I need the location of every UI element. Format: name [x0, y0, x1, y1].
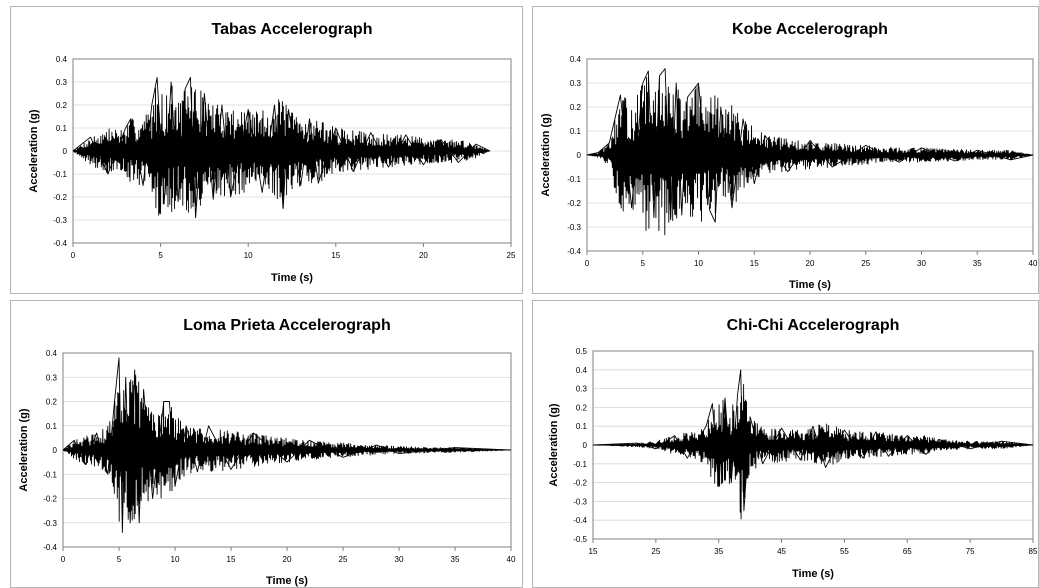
x-tick-label: 25 — [861, 259, 870, 268]
x-tick-label: 30 — [917, 259, 926, 268]
x-tick-label: 85 — [1029, 547, 1038, 556]
x-tick-label: 35 — [714, 547, 723, 556]
y-tick-label: -0.1 — [53, 170, 67, 179]
x-tick-label: 15 — [331, 251, 340, 260]
y-tick-label: 0.2 — [56, 101, 68, 110]
x-axis-label: Time (s) — [789, 279, 831, 291]
y-tick-label: 0 — [577, 151, 582, 160]
x-tick-label: 10 — [694, 259, 703, 268]
y-tick-label: 0.1 — [56, 124, 68, 133]
y-tick-label: 0.2 — [576, 403, 588, 412]
x-tick-label: 15 — [589, 547, 598, 556]
y-tick-label: 0.5 — [576, 347, 588, 356]
peak-trace — [72, 76, 491, 219]
chart-panel-loma-prieta: Loma Prieta Accelerograph -0.4 -0.3 -0.2 -0.… — [10, 300, 523, 588]
y-tick-label: -0.5 — [573, 535, 587, 544]
x-axis-label: Time (s) — [792, 568, 834, 580]
chart-tabas: Tabas Accelerograph -0.4 -0.3 -0.2 -0.1 0 0.1 0… — [28, 21, 516, 284]
x-tick-label: 15 — [750, 259, 759, 268]
y-tick-label: -0.4 — [53, 239, 67, 248]
y-tick-label: -0.4 — [573, 516, 587, 525]
chart-title: Loma Prieta Accelerograph — [183, 317, 390, 334]
y-tick-label: 0 — [53, 446, 58, 455]
chart-panel-kobe: Kobe Accelerograph -0.4 -0.3 -0.2 -0.1 0 0.1 0.… — [532, 6, 1039, 294]
y-tick-label: 0.2 — [570, 103, 582, 112]
x-tick-label: 10 — [244, 251, 253, 260]
y-tick-label: -0.1 — [43, 470, 57, 479]
x-tick-label: 25 — [651, 547, 660, 556]
x-tick-label: 35 — [973, 259, 982, 268]
x-tick-label: 40 — [1029, 259, 1038, 268]
y-tick-label: 0 — [583, 441, 588, 450]
acceleration-trace — [586, 76, 1033, 236]
acceleration-trace — [72, 85, 491, 216]
x-axis-label: Time (s) — [271, 272, 313, 284]
x-tick-label: 0 — [61, 555, 66, 564]
x-tick-label: 30 — [395, 555, 404, 564]
y-tick-label: 0.3 — [576, 385, 588, 394]
y-axis-label: Acceleration (g) — [540, 113, 552, 196]
chart-kobe: Kobe Accelerograph -0.4 -0.3 -0.2 -0.1 0 0.1 0.… — [540, 21, 1038, 291]
chart-loma-prieta: Loma Prieta Accelerograph -0.4 -0.3 -0.2 -0.… — [18, 317, 516, 587]
x-tick-label: 5 — [641, 259, 646, 268]
y-tick-label: -0.3 — [43, 519, 57, 528]
x-tick-label: 25 — [339, 555, 348, 564]
x-tick-label: 5 — [158, 251, 163, 260]
y-tick-label: 0 — [63, 147, 68, 156]
y-axis-label: Acceleration (g) — [28, 109, 40, 192]
x-tick-label: 10 — [171, 555, 180, 564]
y-tick-label: -0.2 — [43, 495, 57, 504]
peak-trace — [586, 68, 1034, 223]
y-tick-label: -0.2 — [53, 193, 67, 202]
y-tick-label: 0.1 — [570, 127, 582, 136]
x-tick-label: 0 — [71, 251, 76, 260]
x-tick-label: 5 — [117, 555, 122, 564]
x-tick-label: 20 — [283, 555, 292, 564]
chart-title: Kobe Accelerograph — [732, 21, 888, 38]
y-tick-label: 0.1 — [46, 422, 58, 431]
peak-trace — [62, 357, 512, 533]
chart-chi-chi: Chi-Chi Accelerograph -0.5 -0.4 -0.3 -0.2 -0.… — [548, 317, 1038, 580]
peak-trace — [592, 369, 1034, 512]
x-tick-label: 45 — [777, 547, 786, 556]
y-tick-label: -0.2 — [573, 479, 587, 488]
chart-panel-tabas: Tabas Accelerograph -0.4 -0.3 -0.2 -0.1 0 0.1 0… — [10, 6, 523, 294]
y-tick-label: 0.4 — [570, 55, 582, 64]
acceleration-trace — [62, 374, 511, 522]
y-tick-label: 0.3 — [46, 373, 58, 382]
x-tick-label: 40 — [507, 555, 516, 564]
x-tick-label: 20 — [419, 251, 428, 260]
y-tick-label: -0.2 — [567, 199, 581, 208]
y-tick-label: -0.4 — [43, 543, 57, 552]
y-axis-label: Acceleration (g) — [548, 403, 560, 486]
y-tick-label: -0.4 — [567, 247, 581, 256]
y-axis-label: Acceleration (g) — [18, 408, 30, 491]
x-tick-label: 0 — [585, 259, 590, 268]
x-tick-label: 75 — [966, 547, 975, 556]
acceleration-trace — [593, 384, 1033, 520]
chart-panel-chi-chi: Chi-Chi Accelerograph -0.5 -0.4 -0.3 -0.2 -0.… — [532, 300, 1039, 588]
y-tick-label: -0.1 — [567, 175, 581, 184]
chart-title: Chi-Chi Accelerograph — [727, 317, 900, 334]
x-tick-label: 35 — [451, 555, 460, 564]
y-tick-label: 0.2 — [46, 398, 58, 407]
y-tick-label: 0.4 — [576, 366, 588, 375]
x-tick-label: 25 — [507, 251, 516, 260]
y-tick-label: 0.4 — [46, 349, 58, 358]
x-tick-label: 20 — [806, 259, 815, 268]
y-tick-label: -0.1 — [573, 460, 587, 469]
x-axis-label: Time (s) — [266, 575, 308, 587]
y-tick-label: 0.3 — [570, 79, 582, 88]
y-tick-label: 0.1 — [576, 422, 588, 431]
x-tick-label: 15 — [227, 555, 236, 564]
x-tick-label: 55 — [840, 547, 849, 556]
y-tick-label: -0.3 — [567, 223, 581, 232]
y-tick-label: -0.3 — [573, 497, 587, 506]
y-tick-label: -0.3 — [53, 216, 67, 225]
x-tick-label: 65 — [903, 547, 912, 556]
y-tick-label: 0.4 — [56, 55, 68, 64]
chart-title: Tabas Accelerograph — [212, 21, 373, 38]
y-tick-label: 0.3 — [56, 78, 68, 87]
